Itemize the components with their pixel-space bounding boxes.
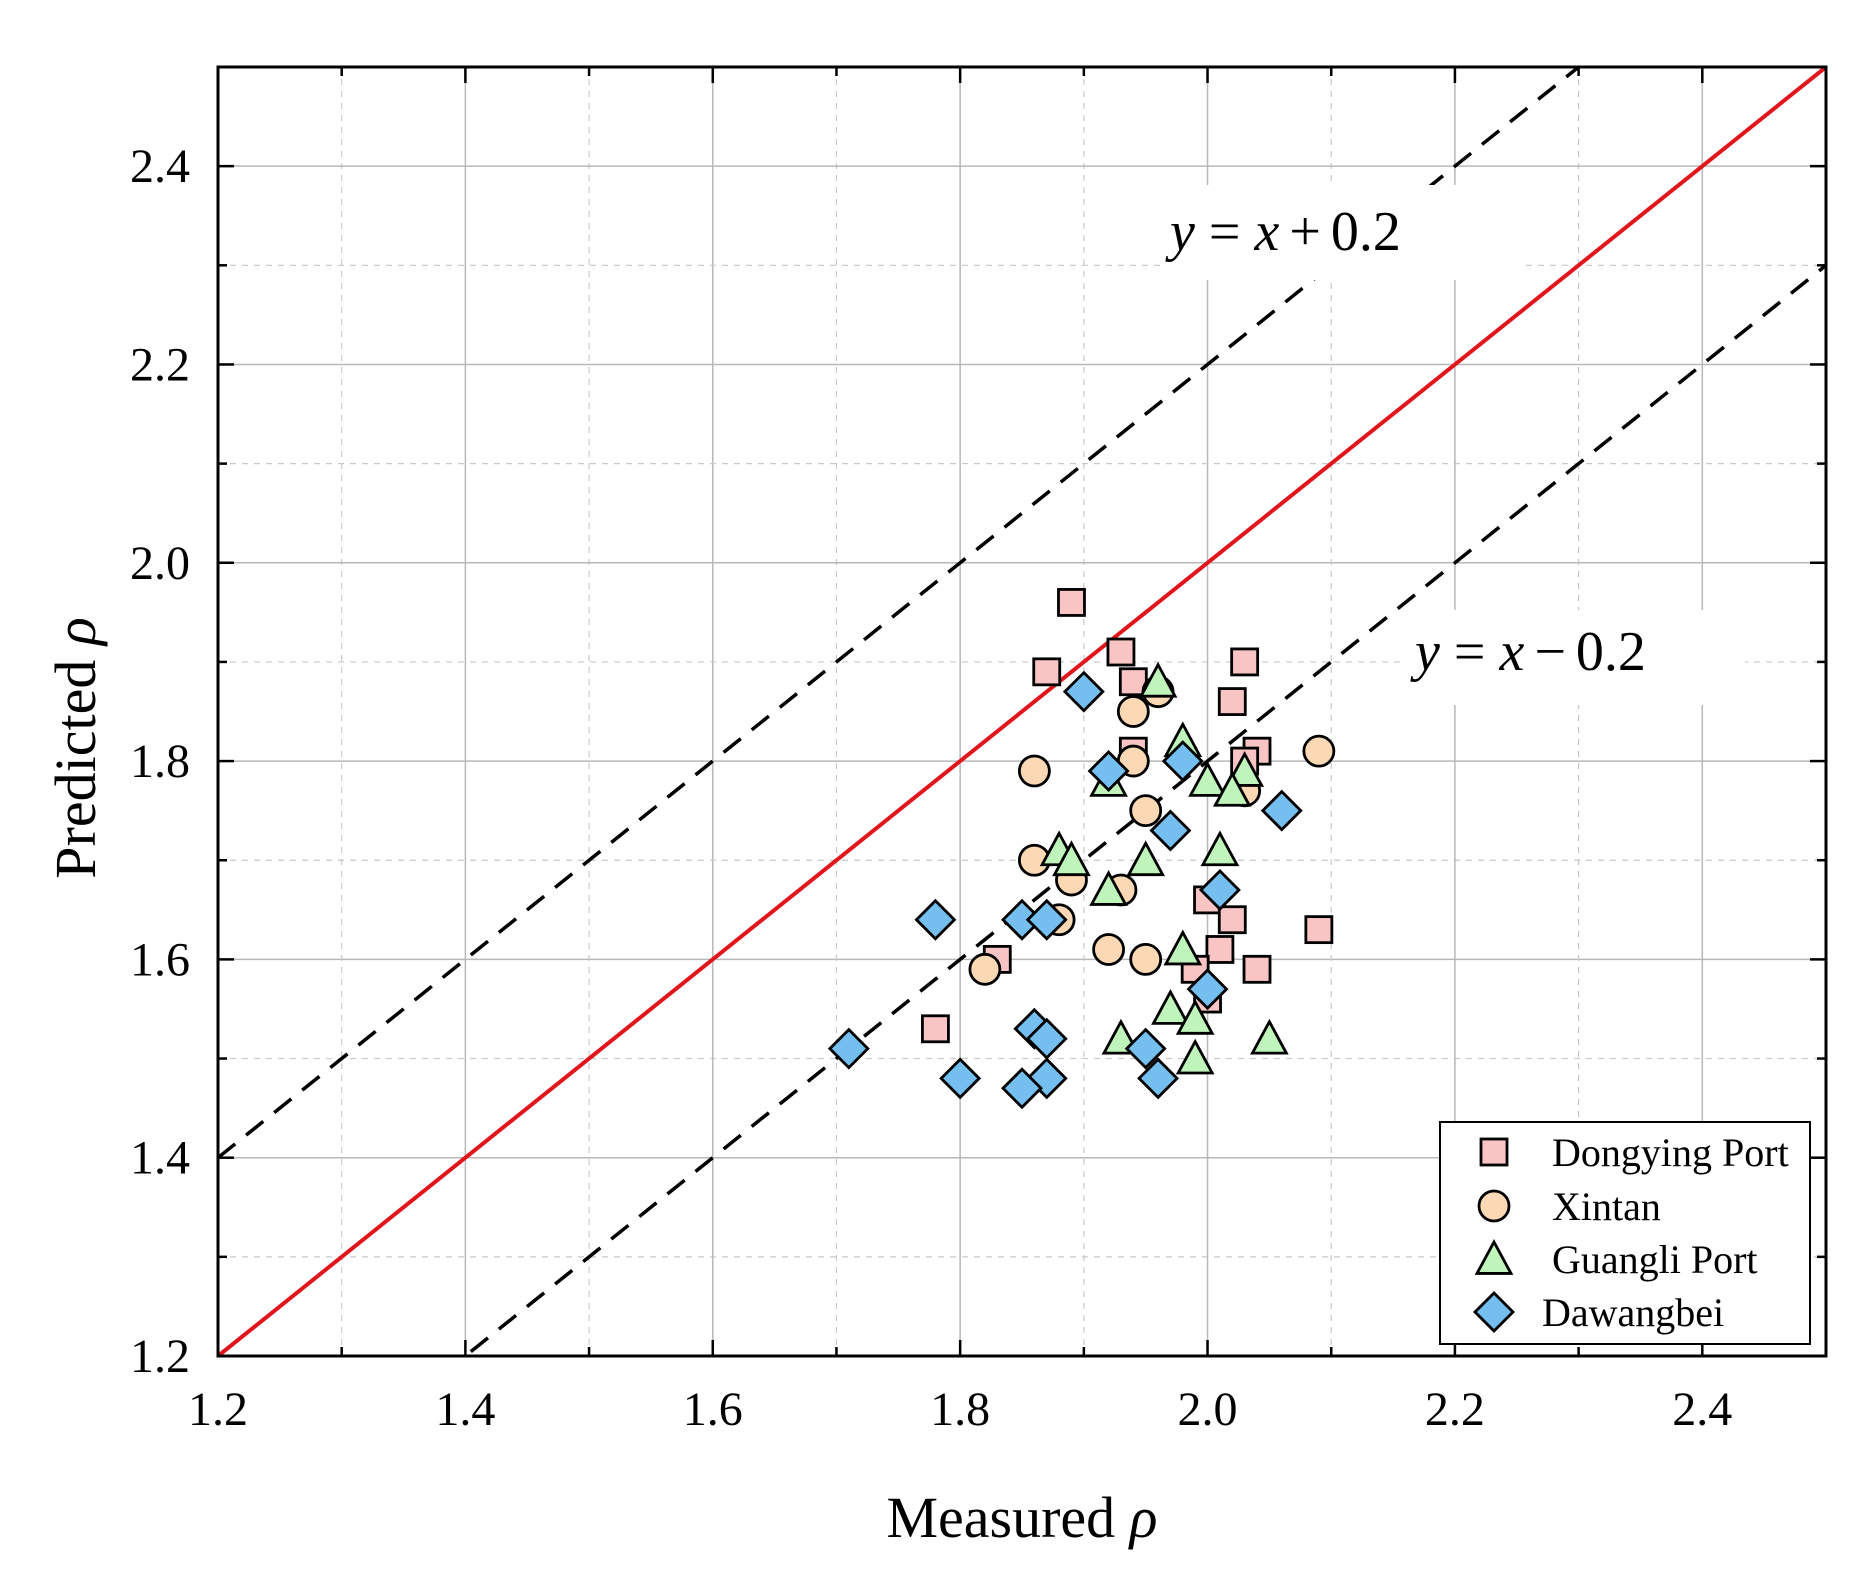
point-guangli-port <box>1212 770 1252 807</box>
point-dawangbei <box>1161 740 1204 783</box>
point-dawangbei <box>827 1027 870 1070</box>
upper-line-label-bg <box>1160 185 1520 280</box>
y-tick-label: 1.6 <box>130 933 190 986</box>
lower-line-label: y = x −0.2 <box>1410 621 1646 683</box>
point-dongying-port <box>1230 647 1260 677</box>
x-tick-label: 2.4 <box>1672 1383 1732 1436</box>
point-xintan <box>1129 942 1163 976</box>
x-tick-label: 2.0 <box>1178 1383 1238 1436</box>
upper-line-label: y = x +0.2 <box>1165 201 1401 263</box>
lower-line-label-bg <box>1405 610 1745 705</box>
point-dawangbei <box>1149 809 1192 852</box>
point-xintan <box>968 952 1002 986</box>
point-dawangbei <box>1001 1067 1043 1110</box>
point-dongying-port <box>921 1014 950 1044</box>
point-dongying-port <box>1057 588 1086 617</box>
point-dawangbei <box>1025 898 1068 941</box>
legend-label-dawangbei: Dawangbei <box>1542 1290 1724 1335</box>
legend-marker-dawangbei <box>1473 1291 1515 1333</box>
y-tick-label: 2.2 <box>130 338 190 391</box>
point-dongying-port <box>1304 915 1334 945</box>
point-dawangbei <box>1260 789 1303 832</box>
point-dawangbei <box>914 898 957 941</box>
point-guangli-port <box>1126 840 1166 877</box>
point-dawangbei <box>1198 868 1241 911</box>
legend-marker-guangli-port <box>1474 1239 1514 1275</box>
identity-line <box>218 67 1826 1356</box>
point-dongying-port <box>1217 905 1247 935</box>
point-dongying-port <box>1242 954 1272 984</box>
legend-marker-dongying-port <box>1479 1137 1509 1167</box>
legend-marker-xintan <box>1477 1189 1511 1223</box>
y-tick-label: 1.2 <box>130 1330 190 1383</box>
point-guangli-port <box>1175 998 1215 1035</box>
point-guangli-port <box>1052 840 1091 877</box>
point-dawangbei <box>939 1057 982 1100</box>
point-xintan <box>1116 695 1150 728</box>
series-dawangbei <box>827 670 1303 1110</box>
x-tick-label: 1.6 <box>683 1383 743 1436</box>
x-axis-title: Measured ρ <box>886 1485 1157 1550</box>
point-guangli-port <box>1200 830 1240 867</box>
reference-lines <box>218 67 1826 1356</box>
plot-frame <box>216 65 1828 1358</box>
y-tick-label: 1.4 <box>130 1132 190 1185</box>
y-tick-label: 2.4 <box>130 140 190 193</box>
y-axis-title: Predicted ρ <box>43 617 108 878</box>
legend-markers <box>1473 1137 1515 1333</box>
point-xintan <box>1092 933 1125 966</box>
point-guangli-port <box>1151 989 1190 1025</box>
point-dawangbei <box>1087 750 1130 792</box>
x-tick-label: 2.2 <box>1425 1383 1485 1436</box>
point-dawangbei <box>1186 968 1229 1011</box>
x-tick-label: 1.4 <box>435 1383 495 1436</box>
point-xintan <box>1129 794 1163 828</box>
point-xintan <box>1302 734 1336 768</box>
legend-label-xintan: Xintan <box>1552 1184 1661 1229</box>
point-guangli-port <box>1225 751 1264 787</box>
point-guangli-port <box>1250 1018 1289 1055</box>
point-guangli-port <box>1163 929 1203 966</box>
plot-border <box>216 65 1828 1358</box>
point-guangli-port <box>1089 870 1128 906</box>
point-dongying-port <box>1032 657 1062 687</box>
point-dongying-port <box>1106 637 1136 667</box>
point-guangli-port <box>1188 760 1227 797</box>
point-dawangbei <box>1062 670 1105 713</box>
series-guangli-port <box>1039 661 1289 1075</box>
point-guangli-port <box>1175 1038 1215 1075</box>
legend: Dongying Port Xintan Guangli Port Dawang… <box>1439 1121 1811 1345</box>
lower-bound-line <box>462 263 1826 1356</box>
point-guangli-port <box>1138 661 1178 698</box>
legend-label-guangli-port: Guangli Port <box>1552 1237 1758 1282</box>
y-tick-label: 1.8 <box>130 735 190 788</box>
ticks: 1.2 1.4 1.6 1.8 2.0 2.2 2.4 1.2 1.4 1.6 1.8 2.0 2.2 2… <box>130 65 1828 1436</box>
point-dongying-port <box>1217 687 1247 716</box>
legend-label-dongying-port: Dongying Port <box>1552 1130 1789 1175</box>
y-tick-label: 2.0 <box>130 537 190 590</box>
point-xintan <box>1017 754 1051 788</box>
x-tick-label: 1.8 <box>930 1383 990 1436</box>
point-dawangbei <box>1124 1027 1167 1070</box>
point-dawangbei <box>1137 1057 1180 1100</box>
point-dongying-port <box>1205 935 1235 964</box>
x-tick-label: 1.2 <box>188 1383 248 1436</box>
upper-bound-line <box>218 67 1582 1160</box>
data-points <box>827 588 1336 1110</box>
